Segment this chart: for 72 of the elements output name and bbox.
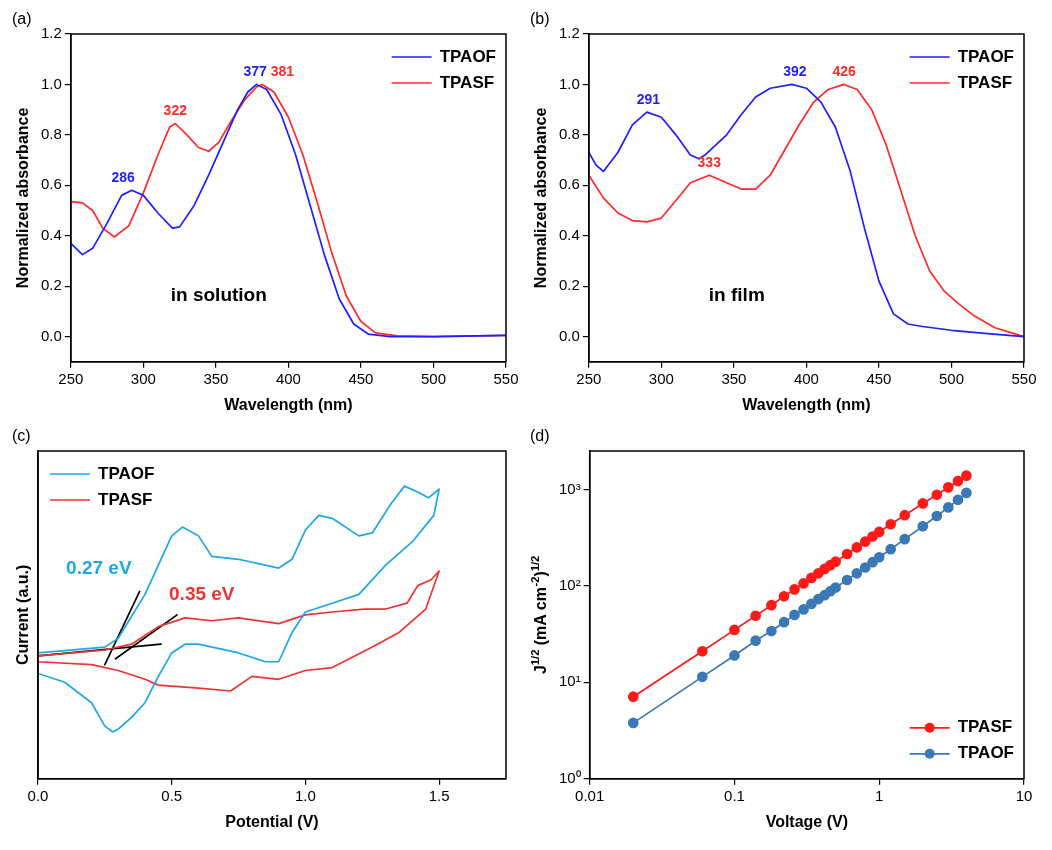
legend-label: TPAOF bbox=[957, 743, 1015, 763]
y-tick-label: 0.6 bbox=[558, 175, 580, 193]
x-tick-label: 450 bbox=[866, 369, 892, 387]
y-tick-label: 10¹ bbox=[559, 672, 581, 690]
y-tick-label: 1.0 bbox=[40, 74, 62, 92]
y-tick-label: 10³ bbox=[559, 479, 581, 497]
annotation: 322 bbox=[163, 102, 188, 119]
y-tick-label: 0.2 bbox=[558, 276, 580, 294]
x-tick-label: 400 bbox=[275, 369, 301, 387]
y-tick-label: 0.0 bbox=[40, 326, 62, 344]
annotation: 333 bbox=[697, 154, 722, 171]
x-tick-label: 500 bbox=[420, 369, 446, 387]
annotation: 392 bbox=[783, 63, 807, 80]
annotation: 0.35 eV bbox=[169, 583, 235, 605]
x-tick-label: 0.01 bbox=[575, 786, 605, 804]
chart-title: (a) bbox=[12, 10, 32, 28]
x-tick-label: 300 bbox=[648, 369, 674, 387]
legend-label: TPASF bbox=[957, 717, 1013, 737]
legend-label: TPASF bbox=[439, 72, 495, 92]
x-tick-label: 500 bbox=[938, 369, 964, 387]
annotation: in film bbox=[708, 284, 765, 306]
x-tick-label: 1 bbox=[875, 786, 884, 804]
y-tick-label: 0.6 bbox=[40, 175, 62, 193]
y-tick-label: 0.4 bbox=[558, 225, 580, 243]
legend-label: TPASF bbox=[98, 489, 153, 509]
x-tick-label: 0.5 bbox=[161, 786, 183, 804]
x-tick-label: 250 bbox=[58, 369, 84, 387]
annotation: 377 bbox=[243, 63, 267, 80]
x-tick-label: 1.5 bbox=[428, 786, 450, 804]
x-axis-title: Potential (V) bbox=[225, 812, 319, 830]
annotation: 291 bbox=[636, 91, 661, 108]
annotation: 381 bbox=[270, 63, 295, 80]
x-tick-label: 350 bbox=[203, 369, 229, 387]
x-axis-title: Wavelength (nm) bbox=[742, 395, 871, 413]
y-tick-label: 10² bbox=[559, 576, 581, 593]
y-tick-label: 1.2 bbox=[40, 24, 62, 42]
chart-title: (b) bbox=[530, 10, 550, 28]
chart-title: (c) bbox=[12, 427, 31, 445]
x-tick-label: 10 bbox=[1015, 786, 1033, 804]
x-tick-label: 250 bbox=[576, 369, 602, 387]
x-tick-label: 400 bbox=[793, 369, 819, 387]
y-tick-label: 1.0 bbox=[558, 74, 580, 92]
legend-label: TPAOF bbox=[957, 46, 1015, 66]
x-tick-label: 0.0 bbox=[27, 786, 49, 804]
x-tick-label: 550 bbox=[1011, 369, 1037, 387]
x-tick-label: 300 bbox=[130, 369, 156, 387]
x-axis-title: Wavelength (nm) bbox=[224, 395, 353, 413]
y-tick-label: 0.2 bbox=[40, 276, 62, 294]
y-tick-label: 0.8 bbox=[558, 125, 580, 142]
y-tick-label: 0.0 bbox=[558, 326, 580, 344]
y-axis-title: Normalized absorbance bbox=[532, 107, 550, 289]
annotation: 286 bbox=[111, 169, 135, 186]
legend-label: TPAOF bbox=[439, 46, 497, 66]
annotation: 0.27 eV bbox=[66, 557, 132, 579]
x-tick-label: 550 bbox=[493, 369, 519, 387]
y-tick-label: 10⁰ bbox=[559, 768, 581, 786]
y-tick-label: 1.2 bbox=[558, 24, 580, 42]
x-tick-label: 1.0 bbox=[295, 786, 316, 804]
x-tick-label: 450 bbox=[348, 369, 374, 387]
x-axis-title: Voltage (V) bbox=[765, 812, 849, 830]
y-axis-title: J1/2 (mA cm-2)1/2 bbox=[528, 555, 550, 675]
legend-label: TPAOF bbox=[98, 463, 155, 483]
annotation: in solution bbox=[170, 284, 267, 306]
annotation: 426 bbox=[832, 63, 857, 80]
y-axis-title: Normalized absorbance bbox=[14, 107, 32, 289]
x-tick-label: 350 bbox=[721, 369, 747, 387]
chart-title: (d) bbox=[530, 427, 550, 445]
y-axis-title: Current (a.u.) bbox=[14, 564, 32, 666]
y-tick-label: 0.8 bbox=[40, 125, 62, 142]
legend-label: TPASF bbox=[957, 72, 1013, 92]
y-tick-label: 0.4 bbox=[40, 225, 62, 243]
x-tick-label: 0.1 bbox=[724, 786, 745, 804]
